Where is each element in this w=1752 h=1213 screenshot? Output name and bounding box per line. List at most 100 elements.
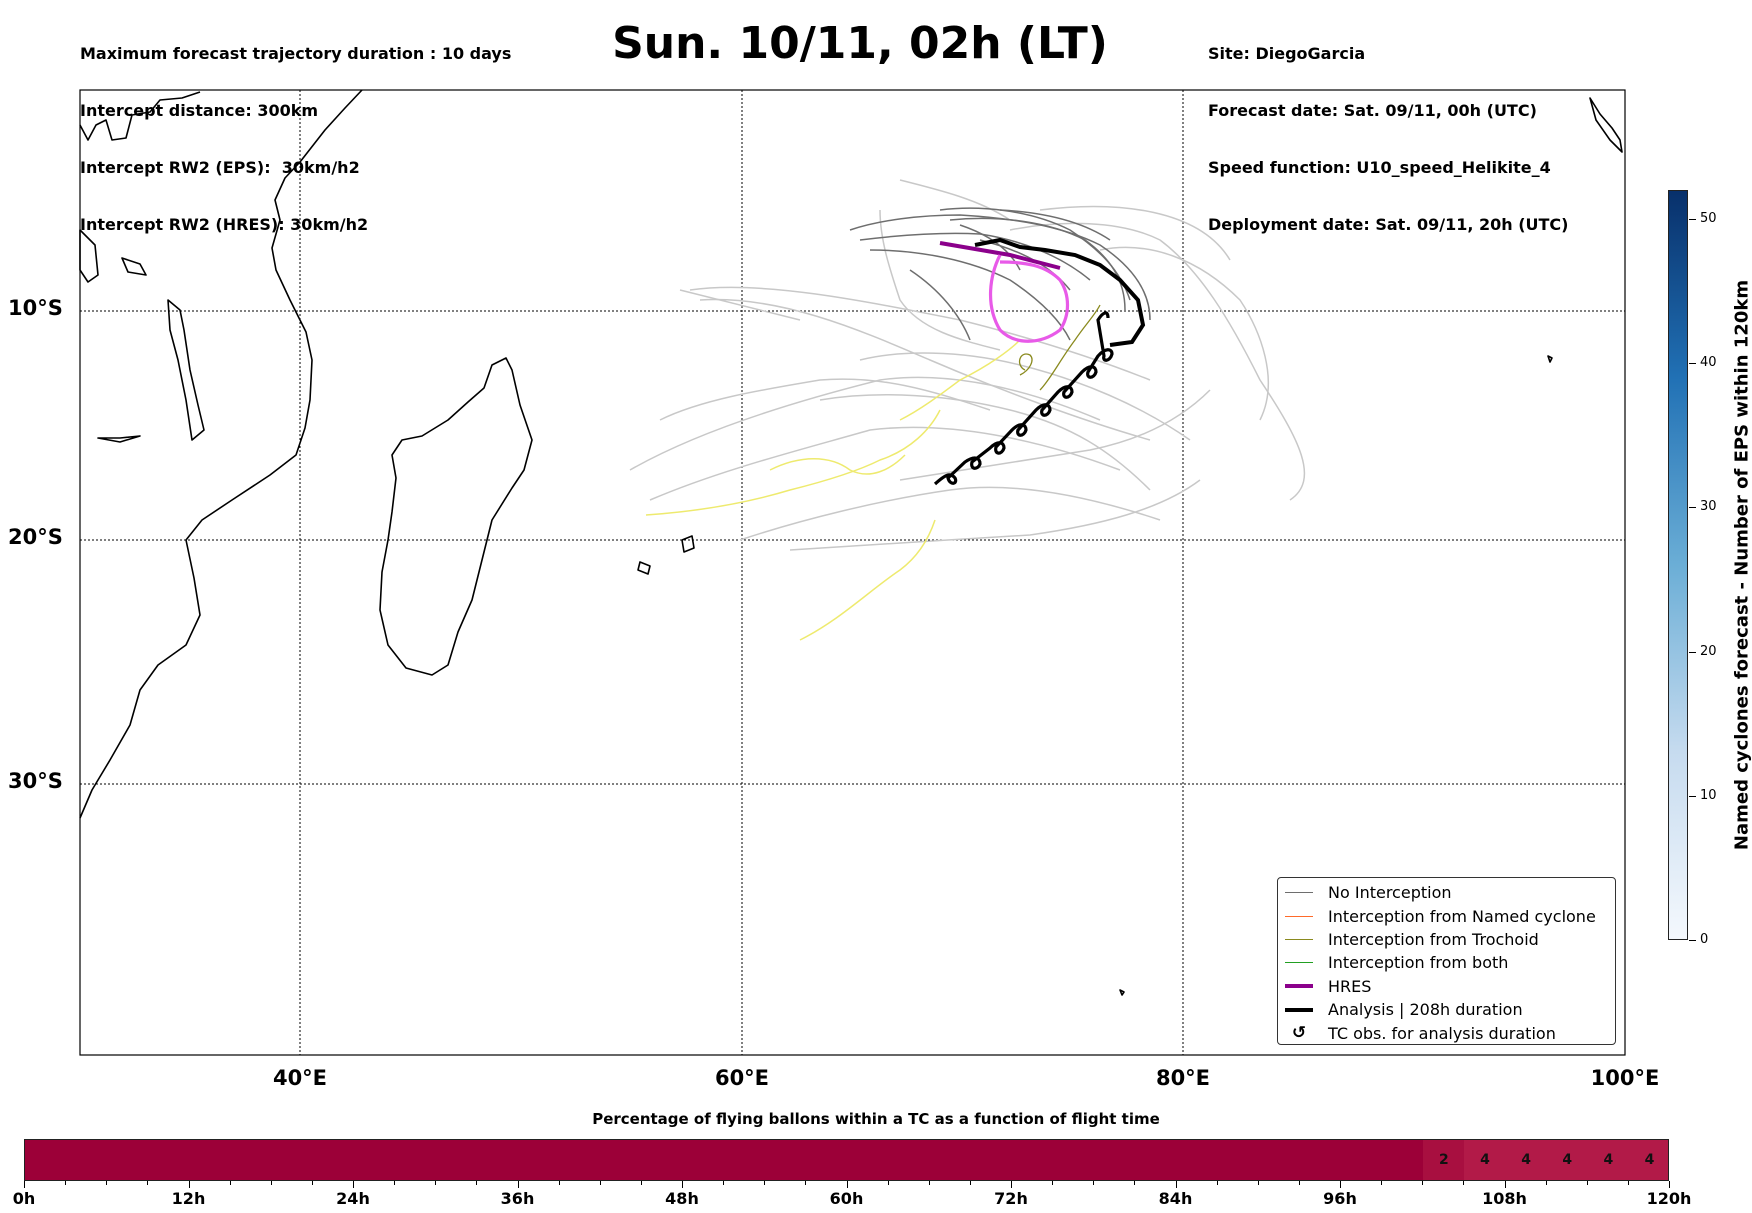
- flight-bar-tick: [558, 1181, 560, 1185]
- analysis-trajectory: [933, 237, 1146, 486]
- trajectory-map: [79, 89, 1626, 1056]
- flight-bar-tick: [846, 1181, 848, 1188]
- reunion: [681, 535, 695, 553]
- flight-bar-tick: [1011, 1181, 1012, 1188]
- site-parameters: Site: DiegoGarcia Forecast date: Sat. 09…: [1208, 6, 1568, 253]
- flight-bar-cell: 4: [1628, 1140, 1668, 1180]
- colorbar-tick: [1689, 218, 1696, 220]
- madagascar-coastline: [379, 357, 533, 676]
- legend-item: Interception from Trochoid: [1278, 928, 1615, 951]
- flight-bar-tick: [764, 1181, 766, 1185]
- flight-bar-tick: [394, 1181, 396, 1185]
- trochoid-trajectories: [1018, 304, 1101, 391]
- flight-bar-tick: [1216, 1181, 1218, 1185]
- hres-circle: [989, 254, 1070, 343]
- named-cyclone-trajectories: [645, 339, 1021, 641]
- analysis-line: [974, 237, 1146, 347]
- info-line: Intercept distance: 300km: [80, 101, 319, 120]
- flight-bar-tick-label: 36h: [500, 1189, 535, 1208]
- colorbar-tick: [1689, 363, 1696, 365]
- flight-bar-tick: [1257, 1181, 1259, 1185]
- flight-bar-cell: 4: [1505, 1140, 1547, 1180]
- africa-coastline: [79, 89, 363, 819]
- colorbar-tick-label: 20: [1700, 643, 1717, 659]
- flight-bar-tick: [887, 1181, 889, 1185]
- flight-bar-tick: [1422, 1181, 1424, 1185]
- flight-bar-tick: [1545, 1181, 1547, 1185]
- mozambique-channel-coast: [97, 435, 141, 443]
- flight-bar-tick: [270, 1181, 272, 1185]
- no-interception-trajectories: [849, 207, 1151, 341]
- legend-swatch: [1285, 915, 1313, 917]
- amsterdam-island: [1119, 989, 1125, 996]
- flight-bar-cell: 2: [1423, 1140, 1465, 1180]
- legend-swatch: [1285, 892, 1313, 894]
- colorbar-tick-label: 40: [1700, 355, 1717, 371]
- flight-bar-tick: [65, 1181, 67, 1185]
- comoros: [167, 299, 205, 441]
- flight-bar-tick: [1340, 1181, 1341, 1188]
- info-line: Intercept RW2 (EPS): 30km/h2: [80, 158, 360, 177]
- legend-swatch: [1285, 938, 1313, 940]
- colorbar-tick: [1689, 940, 1696, 941]
- legend-swatch: [1285, 1007, 1313, 1012]
- lat-label-30s: 30°S: [8, 769, 63, 793]
- flight-bar-tick-label: 108h: [1482, 1189, 1527, 1208]
- info-line: Site: DiegoGarcia: [1208, 44, 1366, 63]
- somalia-islands: [79, 229, 99, 283]
- socotra: [121, 257, 147, 276]
- lon-label-100e: 100°E: [1590, 1066, 1660, 1090]
- flight-bar-tick: [1463, 1181, 1465, 1185]
- legend-label: No Interception: [1328, 883, 1452, 903]
- legend-item: HRES: [1278, 975, 1615, 998]
- page-title: Sun. 10/11, 02h (LT): [612, 18, 1108, 69]
- map-frame: [79, 89, 1626, 1056]
- flight-bar-tick-label: 24h: [336, 1189, 370, 1208]
- flight-bar-tick: [24, 1181, 25, 1188]
- forecast-parameters: Maximum forecast trajectory duration : 1…: [80, 6, 511, 253]
- cocos-island: [1547, 355, 1553, 363]
- flight-bar-tick: [1298, 1181, 1300, 1185]
- mauritius: [637, 561, 651, 575]
- flight-bar-tick: [1052, 1181, 1054, 1185]
- legend-label: Analysis | 208h duration: [1328, 1000, 1523, 1020]
- legend-swatch: [1285, 984, 1313, 989]
- colorbar: [1668, 190, 1688, 940]
- hres-trajectory: [939, 241, 1070, 343]
- legend-item: Analysis | 208h duration: [1278, 998, 1615, 1021]
- info-line: Speed function: U10_speed_Helikite_4: [1208, 158, 1551, 177]
- analysis-cyclone-loops: [933, 311, 1114, 486]
- flight-bar-tick: [805, 1181, 807, 1185]
- colorbar-tick-label: 10: [1700, 787, 1717, 803]
- flight-bar-tick: [1093, 1181, 1095, 1185]
- legend-label: Interception from Named cyclone: [1328, 906, 1596, 926]
- flight-bar-tick: [188, 1181, 190, 1188]
- flight-bar-tick: [1381, 1181, 1383, 1185]
- flight-bar-tick-label: 60h: [829, 1189, 864, 1208]
- flight-bar-tick: [928, 1181, 930, 1185]
- flight-bar-title: Percentage of flying ballons within a TC…: [592, 1110, 1160, 1128]
- hres-line: [939, 241, 1061, 270]
- flight-bar-tick-label: 0h: [12, 1189, 36, 1208]
- flight-bar-tick: [1175, 1181, 1177, 1188]
- legend-label: HRES: [1328, 976, 1372, 996]
- sumatra-edge: [1589, 97, 1623, 153]
- legend-label: Interception from both: [1328, 953, 1509, 973]
- flight-bar-tick: [1669, 1181, 1670, 1188]
- flight-bar-tick-label: 84h: [1158, 1189, 1193, 1208]
- flight-bar-tick: [311, 1181, 313, 1185]
- legend-item: Interception from both: [1278, 951, 1615, 974]
- flight-bar-tick: [599, 1181, 601, 1185]
- flight-bar-cell: 4: [1587, 1140, 1629, 1180]
- colorbar-tick: [1689, 507, 1696, 509]
- map-legend: No Interception Interception from Named …: [1277, 877, 1616, 1045]
- flight-bar-tick: [1586, 1181, 1588, 1185]
- lon-label-80e: 80°E: [1155, 1066, 1211, 1090]
- colorbar-tick-label: 30: [1700, 499, 1717, 515]
- flight-bar-tick: [640, 1181, 642, 1185]
- lon-label-60e: 60°E: [714, 1066, 770, 1090]
- flight-bar-tick-label: 12h: [171, 1189, 206, 1208]
- flight-bar-tick-label: 120h: [1646, 1189, 1692, 1208]
- info-line: Maximum forecast trajectory duration : 1…: [80, 44, 512, 63]
